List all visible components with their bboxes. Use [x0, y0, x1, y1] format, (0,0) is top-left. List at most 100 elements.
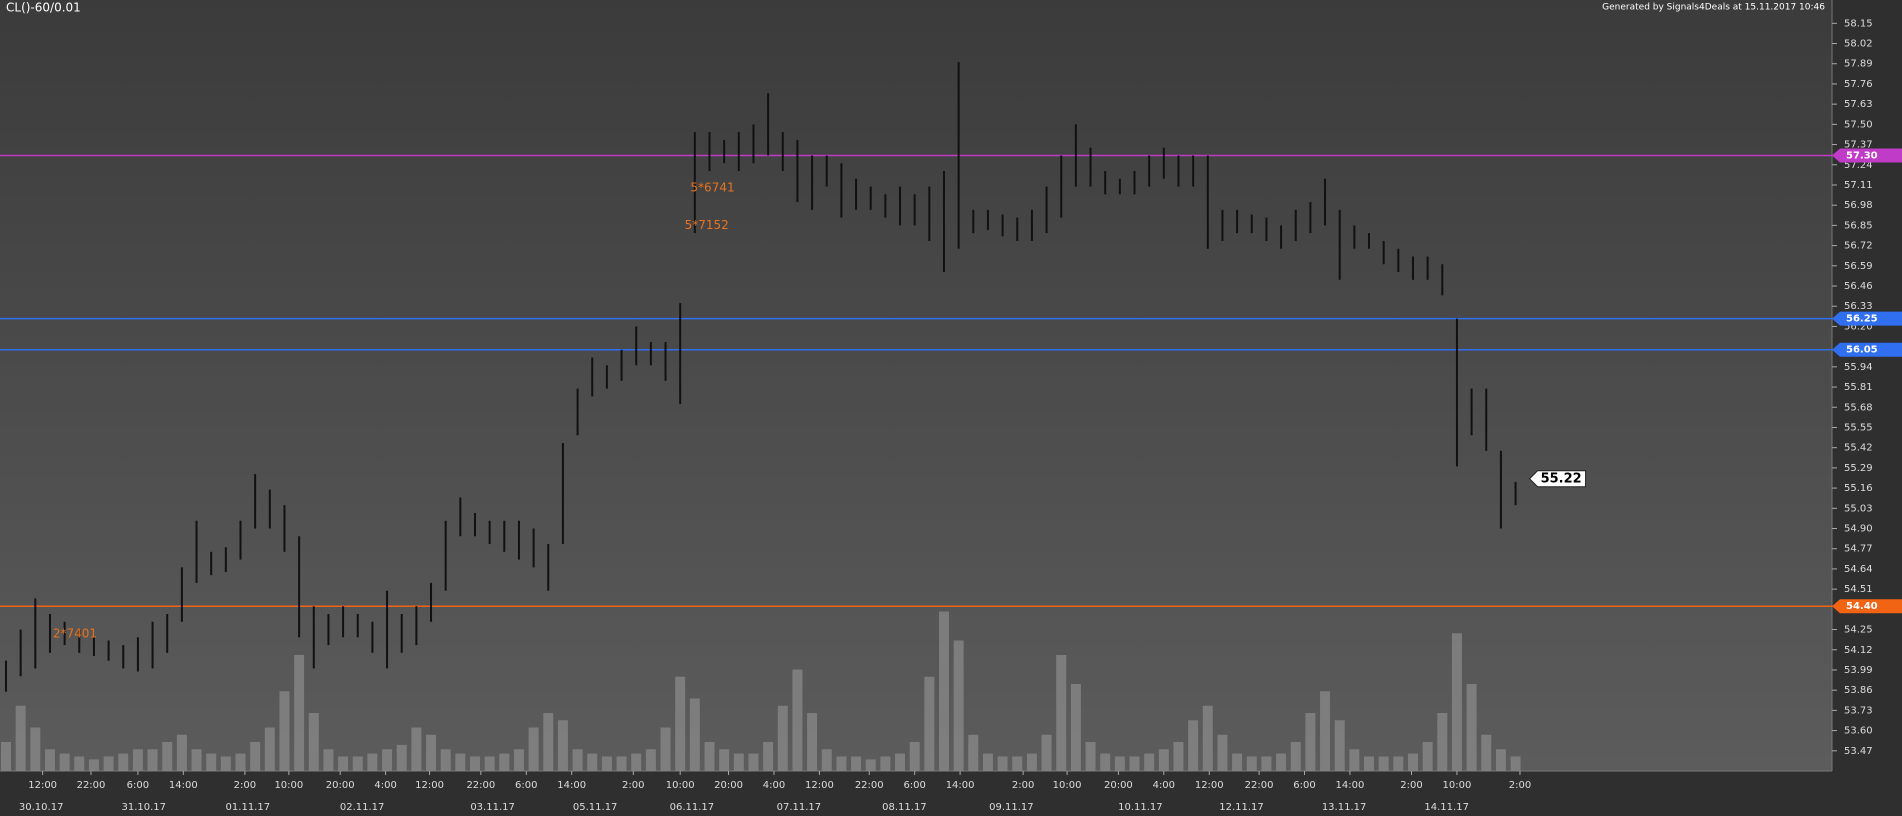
volume-bar — [1188, 720, 1199, 771]
volume-bar — [1217, 734, 1228, 771]
x-date-label: 13.11.17 — [1322, 802, 1367, 813]
volume-bar — [308, 713, 319, 771]
x-tick-label: 2:00 — [1012, 780, 1034, 791]
y-tick-label: 55.55 — [1844, 422, 1873, 433]
volume-bar — [44, 749, 55, 771]
y-tick-label: 53.60 — [1844, 726, 1873, 737]
volume-bar — [968, 734, 979, 771]
volume-bar — [1246, 756, 1257, 771]
volume-bar — [1320, 691, 1331, 771]
volume-bar — [484, 756, 495, 771]
volume-bar — [323, 749, 334, 771]
volume-bar — [1393, 756, 1404, 771]
volume-bar — [1334, 720, 1345, 771]
volume-bar — [924, 676, 935, 771]
volume-bar — [1085, 742, 1096, 771]
x-tick-label: 20:00 — [1104, 780, 1133, 791]
y-tick-label: 58.02 — [1844, 39, 1873, 50]
volume-bar — [880, 756, 891, 771]
last-price-tag — [1528, 470, 1587, 488]
volume-bar — [1451, 633, 1462, 771]
volume-bar — [1129, 756, 1140, 771]
x-tick-label: 6:00 — [515, 780, 537, 791]
level-tag — [1832, 342, 1902, 357]
chart-title: CL()-60/0.01 — [6, 1, 81, 15]
level-label: 56.05 — [1846, 345, 1878, 356]
volume-bar — [1261, 756, 1272, 771]
volume-bar — [763, 742, 774, 771]
volume-bar — [294, 655, 305, 771]
volume-bar — [807, 713, 818, 771]
y-tick-label: 56.72 — [1844, 241, 1873, 252]
x-date-label: 01.11.17 — [226, 802, 271, 813]
x-tick-label: 4:00 — [1153, 780, 1175, 791]
y-tick-label: 55.16 — [1844, 483, 1873, 494]
volume-bar — [792, 669, 803, 771]
volume-bar — [367, 753, 378, 771]
y-tick-label: 57.37 — [1844, 140, 1873, 151]
volume-bar — [1056, 655, 1067, 771]
volume-bar — [1290, 742, 1301, 771]
x-date-label: 09.11.17 — [989, 802, 1034, 813]
volume-bar — [279, 691, 290, 771]
volume-bar — [74, 756, 85, 771]
volume-bar — [528, 727, 539, 771]
y-tick-label: 58.15 — [1844, 18, 1873, 29]
volume-bar — [132, 749, 143, 771]
x-tick-label: 6:00 — [903, 780, 925, 791]
volume-bar — [440, 749, 451, 771]
volume-bar — [206, 753, 217, 771]
volume-bar — [1466, 684, 1477, 771]
x-tick-label: 22:00 — [466, 780, 495, 791]
volume-bar — [1481, 734, 1492, 771]
volume-bar — [59, 753, 70, 771]
y-tick-label: 53.99 — [1844, 665, 1873, 676]
volume-bar — [1012, 756, 1023, 771]
y-tick-label: 54.25 — [1844, 625, 1873, 636]
volume-bar — [704, 742, 715, 771]
level-label: 54.40 — [1846, 601, 1878, 612]
volume-bar — [645, 749, 656, 771]
y-tick-label: 55.29 — [1844, 463, 1873, 474]
y-tick-label: 55.81 — [1844, 382, 1873, 393]
volume-bar — [1407, 753, 1418, 771]
x-date-label: 02.11.17 — [340, 802, 385, 813]
volume-bar — [543, 713, 554, 771]
volume-bar — [147, 749, 158, 771]
volume-bar — [1349, 749, 1360, 771]
x-date-label: 12.11.17 — [1219, 802, 1264, 813]
volume-bar — [953, 640, 964, 771]
volume-bar — [1495, 749, 1506, 771]
volume-bar — [1144, 753, 1155, 771]
volume-bar — [1173, 742, 1184, 771]
x-tick-label: 10:00 — [666, 780, 695, 791]
volume-bar — [176, 734, 187, 771]
last-price-label: 55.22 — [1541, 471, 1582, 486]
volume-bar — [821, 749, 832, 771]
volume-bar — [338, 756, 349, 771]
volume-bar — [1158, 749, 1169, 771]
volume-bar — [1100, 753, 1111, 771]
trade-annotation: 5*7152 — [685, 218, 729, 232]
x-axis-area — [0, 771, 1832, 816]
x-tick-label: 10:00 — [274, 780, 303, 791]
y-tick-label: 53.73 — [1844, 705, 1873, 716]
volume-bar — [895, 753, 906, 771]
x-date-label: 08.11.17 — [882, 802, 927, 813]
volume-bar — [1510, 756, 1521, 771]
y-tick-label: 57.11 — [1844, 180, 1873, 191]
volume-bar — [250, 742, 261, 771]
y-tick-label: 54.51 — [1844, 584, 1873, 595]
x-tick-label: 4:00 — [763, 780, 785, 791]
y-tick-label: 54.12 — [1844, 645, 1873, 656]
volume-bar — [557, 720, 568, 771]
x-tick-label: 2:00 — [1400, 780, 1422, 791]
volume-bar — [1114, 756, 1125, 771]
level-tag — [1832, 599, 1902, 614]
volume-bar — [513, 749, 524, 771]
y-tick-label: 55.68 — [1844, 402, 1873, 413]
plot-area — [0, 0, 1832, 771]
x-tick-label: 2:00 — [1509, 780, 1531, 791]
x-date-label: 30.10.17 — [19, 802, 64, 813]
